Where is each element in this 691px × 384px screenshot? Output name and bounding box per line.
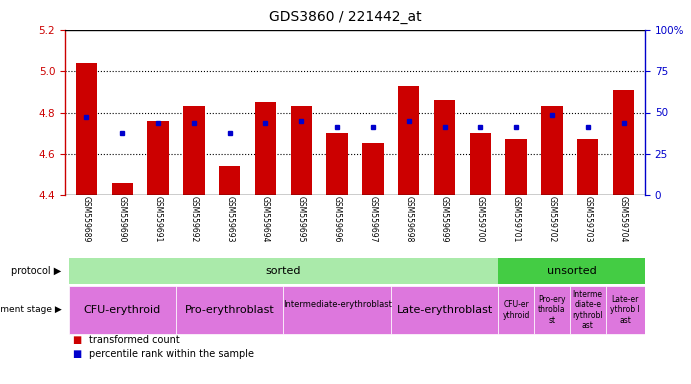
Bar <box>505 139 527 195</box>
Text: GSM559700: GSM559700 <box>476 196 485 243</box>
Text: ■: ■ <box>72 335 81 345</box>
Bar <box>290 106 312 195</box>
Bar <box>111 183 133 195</box>
Bar <box>326 133 348 195</box>
Bar <box>470 133 491 195</box>
Bar <box>176 286 283 334</box>
Text: sorted: sorted <box>265 266 301 276</box>
Bar <box>283 286 391 334</box>
Text: GSM559697: GSM559697 <box>368 196 377 243</box>
Text: Late-er
ythrob l
ast: Late-er ythrob l ast <box>610 295 640 325</box>
Text: Pro-ery
throbla
st: Pro-ery throbla st <box>538 295 566 325</box>
Bar <box>183 106 205 195</box>
Bar <box>577 139 598 195</box>
Text: GSM559699: GSM559699 <box>440 196 449 243</box>
Text: CFU-er
ythroid: CFU-er ythroid <box>502 300 530 320</box>
Bar <box>541 106 562 195</box>
Text: Interme
diate-e
rythrobl
ast: Interme diate-e rythrobl ast <box>572 290 603 330</box>
Bar <box>391 286 498 334</box>
Bar <box>68 258 498 284</box>
Text: transformed count: transformed count <box>89 335 180 345</box>
Text: protocol ▶: protocol ▶ <box>11 266 61 276</box>
Text: GSM559689: GSM559689 <box>82 196 91 243</box>
Text: GSM559691: GSM559691 <box>153 196 162 243</box>
Bar <box>362 144 384 195</box>
Bar <box>434 100 455 195</box>
Bar <box>570 286 605 334</box>
Bar <box>498 286 534 334</box>
Bar <box>398 86 419 195</box>
Text: Intermediate-erythroblast: Intermediate-erythroblast <box>283 300 392 320</box>
Text: GSM559696: GSM559696 <box>332 196 341 243</box>
Bar <box>534 286 570 334</box>
Text: GSM559701: GSM559701 <box>511 196 520 243</box>
Text: CFU-erythroid: CFU-erythroid <box>84 305 161 315</box>
Bar <box>76 63 97 195</box>
Text: Late-erythroblast: Late-erythroblast <box>397 305 493 315</box>
Bar <box>147 121 169 195</box>
Text: GSM559693: GSM559693 <box>225 196 234 243</box>
Text: GSM559690: GSM559690 <box>117 196 126 243</box>
Bar <box>255 102 276 195</box>
Text: GSM559694: GSM559694 <box>261 196 270 243</box>
Bar <box>219 166 240 195</box>
Bar <box>605 286 645 334</box>
Text: development stage ▶: development stage ▶ <box>0 306 61 314</box>
Text: GSM559692: GSM559692 <box>189 196 198 243</box>
Bar <box>68 286 176 334</box>
Text: percentile rank within the sample: percentile rank within the sample <box>89 349 254 359</box>
Text: unsorted: unsorted <box>547 266 596 276</box>
Bar <box>498 258 645 284</box>
Text: Pro-erythroblast: Pro-erythroblast <box>184 305 274 315</box>
Text: ■: ■ <box>72 349 81 359</box>
Text: GSM559703: GSM559703 <box>583 196 592 243</box>
Text: GSM559704: GSM559704 <box>619 196 628 243</box>
Text: GSM559698: GSM559698 <box>404 196 413 243</box>
Text: GSM559702: GSM559702 <box>547 196 556 243</box>
Text: GDS3860 / 221442_at: GDS3860 / 221442_at <box>269 10 422 23</box>
Text: GSM559695: GSM559695 <box>297 196 306 243</box>
Bar <box>613 90 634 195</box>
